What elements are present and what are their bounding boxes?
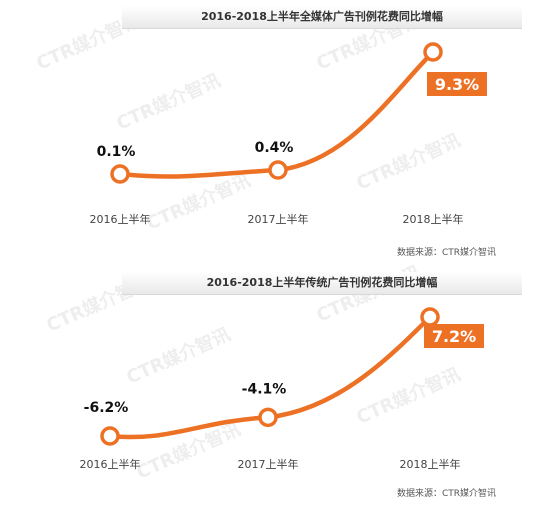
watermark-text: CTR媒介智讯: [113, 69, 224, 134]
data-label: 7.2%: [432, 327, 476, 346]
x-tick-label: 2018上半年: [400, 457, 461, 471]
source-note: 数据来源：CTR媒介智讯: [396, 489, 496, 499]
watermark-text: CTR媒介智讯: [143, 169, 254, 234]
watermark-text: CTR媒介智讯: [353, 129, 464, 194]
data-point: [423, 42, 443, 62]
source-note: 数据来源：CTR媒介智讯: [396, 248, 496, 258]
x-tick-label: 2017上半年: [248, 212, 309, 226]
watermark-text: CTR媒介智讯: [123, 323, 234, 388]
chart-panel-all-media: CTR媒介智讯 CTR媒介智讯 CTR媒介智讯 CTR媒介智讯 CTR媒介智讯 0.1% 0…: [33, 6, 522, 258]
line-chart-traditional: CTR媒介智讯 CTR媒介智讯CTR媒介智讯CTR媒介智讯CTR媒介智讯-6.2%…: [43, 264, 484, 484]
data-point: [100, 426, 120, 446]
data-label: 0.4%: [255, 140, 294, 156]
data-point: [110, 164, 130, 184]
x-tick-label: 2018上半年: [403, 212, 464, 226]
data-point: [420, 307, 440, 327]
data-label: 0.1%: [97, 144, 136, 160]
chart-title: 2016-2018上半年全媒体广告刊例花费同比增幅: [122, 6, 522, 29]
x-tick-label: 2016上半年: [90, 212, 151, 226]
data-point: [268, 160, 288, 180]
data-label: -6.2%: [84, 400, 129, 416]
data-point: [258, 407, 278, 428]
x-tick-label: 2016上半年: [80, 457, 141, 471]
data-label: 9.3%: [435, 75, 479, 94]
chart-title: 2016-2018上半年传统广告刊例花费同比增幅: [122, 272, 522, 295]
data-label: -4.1%: [242, 381, 287, 397]
highlight-label-box: [424, 324, 484, 348]
highlight-label-box: [427, 72, 487, 96]
chart-panel-traditional: CTR媒介智讯 CTR媒介智讯 CTR媒介智讯 CTR媒介智讯 CTR媒介智讯 -6.2%…: [0, 264, 554, 512]
x-tick-label: 2017上半年: [238, 457, 299, 471]
